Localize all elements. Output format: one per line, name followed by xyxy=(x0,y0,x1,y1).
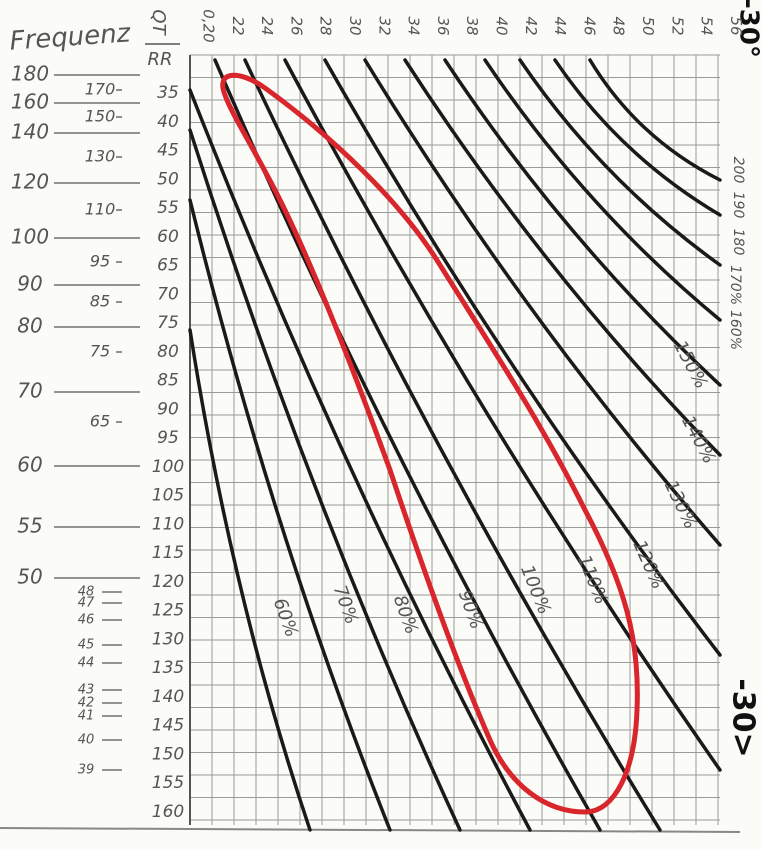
qt-value: 44 xyxy=(551,16,569,35)
curve-label: 100% xyxy=(516,562,555,618)
frequenz-value: 45 xyxy=(78,638,95,653)
frequenz-value: 100 xyxy=(11,225,49,249)
frequenz-value: 170 xyxy=(85,80,116,99)
frequenz-value: 60 xyxy=(17,453,42,477)
rr-value: 155 xyxy=(152,773,184,793)
frequenz-value: 65 xyxy=(90,412,110,431)
qt-value: 36 xyxy=(434,16,452,35)
rr-value: 35 xyxy=(157,83,179,103)
rr-value: 65 xyxy=(157,256,179,276)
qt-value: 56 xyxy=(727,16,745,35)
frequenz-value: 41 xyxy=(78,709,95,724)
rr-value: 45 xyxy=(157,141,179,161)
frequenz-value: 150 xyxy=(85,107,116,126)
frequenz-value: 110 xyxy=(85,200,116,219)
graph-paper-grid xyxy=(190,55,720,825)
qt-value: 30 xyxy=(346,16,364,35)
rr-label: RR xyxy=(147,49,172,70)
frequenz-value: 47 xyxy=(78,596,95,611)
rr-value: 90 xyxy=(157,399,179,419)
rr-value: 150 xyxy=(152,744,184,764)
qt-value: 0,20 xyxy=(200,9,218,42)
rr-value: 145 xyxy=(152,716,184,736)
curve-label: 90% xyxy=(454,587,487,632)
frequenz-value: 39 xyxy=(78,763,95,778)
rr-value: 105 xyxy=(152,486,184,506)
qt-value: 42 xyxy=(522,16,540,35)
curve-label: 80% xyxy=(389,592,422,637)
rr-value: 50 xyxy=(157,169,179,189)
rr-value: 135 xyxy=(152,658,184,678)
rr-value: 70 xyxy=(157,284,179,304)
bottom-edge xyxy=(0,828,740,832)
qt-value: 24 xyxy=(258,16,276,35)
frequenz-value: 140 xyxy=(11,120,49,144)
qt-value: 32 xyxy=(375,16,393,35)
frequenz-value: 85 xyxy=(90,292,110,311)
qt-value: 38 xyxy=(463,16,481,35)
frequenz-value: 120 xyxy=(11,170,49,194)
curve xyxy=(245,60,660,830)
frequenz-value: 95 xyxy=(90,252,110,271)
curve-label: 180 xyxy=(730,229,746,256)
rr-value: 100 xyxy=(152,457,184,477)
curve-label: 110% xyxy=(573,552,612,608)
red-loop xyxy=(223,75,638,812)
qt-value: 28 xyxy=(317,16,335,35)
curve-label: 150% xyxy=(669,337,712,392)
qt-label: QT xyxy=(148,9,169,36)
frequenz-value: 55 xyxy=(17,514,42,538)
frequenz-value: 70 xyxy=(17,379,42,403)
rr-value: 75 xyxy=(157,313,179,333)
qt-value: 34 xyxy=(405,16,423,35)
curve-label: 200 xyxy=(730,157,746,184)
curve-label: 120% xyxy=(628,537,668,593)
frequenz-value: 180 xyxy=(11,62,49,86)
frequenz-value: 46 xyxy=(78,613,95,628)
rr-value: 60 xyxy=(157,227,179,247)
qt-value: 50 xyxy=(639,16,657,35)
rr-value: 115 xyxy=(152,543,184,563)
frequenz-value: 160 xyxy=(11,90,49,114)
curve-label: 160% xyxy=(727,310,743,350)
qt-value: 40 xyxy=(493,16,511,35)
qt-value: 46 xyxy=(580,16,598,35)
rr-value: 85 xyxy=(157,371,179,391)
qt-value: 48 xyxy=(610,16,628,35)
frequenz-value: 44 xyxy=(78,656,95,671)
qt-value: 26 xyxy=(287,16,305,35)
annotation: -30> xyxy=(726,678,761,757)
frequenz-value: 90 xyxy=(17,272,42,296)
curve-label: 170% xyxy=(727,265,743,305)
rr-value: 110 xyxy=(152,514,184,534)
frequenz-value: 50 xyxy=(17,565,42,589)
rr-value: 140 xyxy=(152,687,184,707)
rr-value: 120 xyxy=(152,572,184,592)
qt-value: 54 xyxy=(698,16,716,35)
rr-value: 55 xyxy=(157,198,179,218)
rr-value: 160 xyxy=(152,802,184,822)
qt-value: 22 xyxy=(229,16,247,35)
qt-value: 52 xyxy=(668,16,686,35)
curve-label: 190 xyxy=(730,192,746,219)
curve-label: 140% xyxy=(677,412,720,467)
frequenz-value: 75 xyxy=(90,342,110,361)
curve xyxy=(190,330,310,830)
title: Frequenz xyxy=(9,18,133,56)
rr-value: 40 xyxy=(157,112,179,132)
frequenz-value: 130 xyxy=(85,147,116,166)
frequenz-value: 80 xyxy=(17,314,42,338)
rr-value: 125 xyxy=(152,601,184,621)
rr-value: 130 xyxy=(152,629,184,649)
rr-value: 80 xyxy=(157,342,179,362)
frequenz-value: 40 xyxy=(78,733,95,748)
rr-value: 95 xyxy=(157,428,179,448)
